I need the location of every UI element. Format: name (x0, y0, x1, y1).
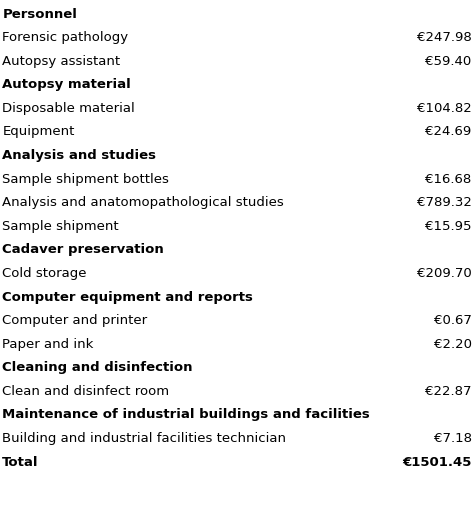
Text: Building and industrial facilities technician: Building and industrial facilities techn… (2, 432, 286, 445)
Text: €22.87: €22.87 (425, 385, 472, 398)
Text: Clean and disinfect room: Clean and disinfect room (2, 385, 170, 398)
Text: €7.18: €7.18 (434, 432, 472, 445)
Text: Autopsy material: Autopsy material (2, 78, 131, 91)
Text: €247.98: €247.98 (417, 31, 472, 44)
Text: Computer and printer: Computer and printer (2, 314, 147, 327)
Text: €789.32: €789.32 (417, 196, 472, 209)
Text: €24.69: €24.69 (425, 125, 472, 138)
Text: Cold storage: Cold storage (2, 267, 87, 280)
Text: Forensic pathology: Forensic pathology (2, 31, 128, 44)
Text: Analysis and studies: Analysis and studies (2, 149, 156, 162)
Text: Total: Total (2, 455, 39, 468)
Text: Disposable material: Disposable material (2, 102, 135, 115)
Text: Paper and ink: Paper and ink (2, 338, 94, 351)
Text: Autopsy assistant: Autopsy assistant (2, 55, 120, 68)
Text: Computer equipment and reports: Computer equipment and reports (2, 291, 253, 304)
Text: Maintenance of industrial buildings and facilities: Maintenance of industrial buildings and … (2, 408, 370, 421)
Text: €104.82: €104.82 (417, 102, 472, 115)
Text: Personnel: Personnel (2, 8, 77, 21)
Text: €59.40: €59.40 (425, 55, 472, 68)
Text: Cadaver preservation: Cadaver preservation (2, 243, 164, 257)
Text: Sample shipment bottles: Sample shipment bottles (2, 172, 169, 186)
Text: Sample shipment: Sample shipment (2, 220, 119, 233)
Text: Cleaning and disinfection: Cleaning and disinfection (2, 361, 193, 374)
Text: €1501.45: €1501.45 (402, 455, 472, 468)
Text: €15.95: €15.95 (425, 220, 472, 233)
Text: €0.67: €0.67 (434, 314, 472, 327)
Text: €2.20: €2.20 (434, 338, 472, 351)
Text: Equipment: Equipment (2, 125, 75, 138)
Text: €16.68: €16.68 (425, 172, 472, 186)
Text: €209.70: €209.70 (417, 267, 472, 280)
Text: Analysis and anatomopathological studies: Analysis and anatomopathological studies (2, 196, 284, 209)
